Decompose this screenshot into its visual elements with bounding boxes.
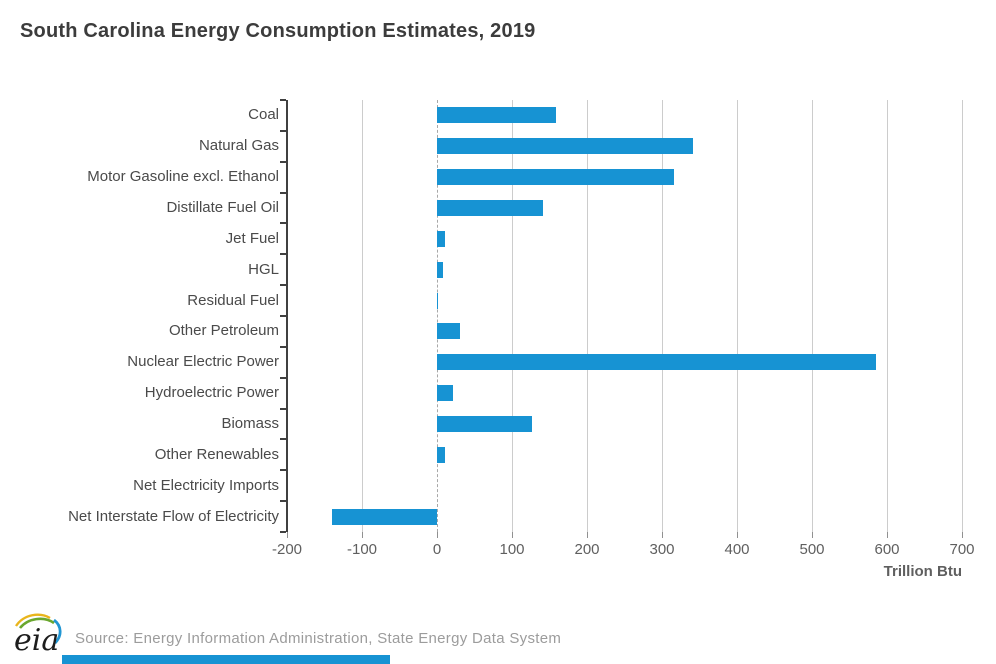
x-axis-tick-label: 200 (574, 541, 600, 558)
category-label: Distillate Fuel Oil (166, 199, 279, 216)
y-axis-tick (280, 160, 286, 163)
x-axis-tick (962, 532, 963, 538)
y-axis-tick (280, 345, 286, 348)
x-axis-tick-label: -200 (271, 541, 303, 558)
logo-swoosh-blue (53, 618, 62, 644)
gridline (737, 100, 738, 532)
category-label: Hydroelectric Power (144, 384, 279, 402)
x-axis-tick-label: 500 (799, 541, 825, 558)
y-axis-tick (280, 531, 286, 533)
logo-leaf-yellow (15, 613, 51, 627)
y-axis-tick (280, 500, 286, 503)
category-label: Motor Gasoline excl. Ethanol (87, 168, 279, 186)
y-axis-tick (280, 469, 286, 472)
y-axis-tick (280, 438, 286, 441)
x-axis-tick (437, 532, 438, 538)
x-axis-tick (587, 532, 588, 538)
gridline (512, 100, 513, 532)
category-label: Net Interstate Flow of Electricity (68, 507, 279, 525)
bar-other-petroleum (437, 323, 461, 340)
x-axis-tick-label: -100 (346, 541, 378, 558)
bar-net-interstate-flow-of-electricity (332, 508, 437, 525)
bar-hydroelectric-power (437, 385, 453, 402)
category-label: Residual Fuel (187, 291, 279, 309)
bar-biomass (437, 416, 533, 432)
y-axis-tick (280, 191, 286, 194)
category-label: Coal (248, 106, 279, 124)
bar-nuclear-electric-power (437, 354, 876, 371)
category-label: Other Renewables (154, 445, 279, 463)
category-label: Other Petroleum (168, 322, 279, 340)
x-axis-tick (662, 532, 663, 538)
gridline (962, 100, 963, 532)
category-label: Nuclear Electric Power (127, 353, 279, 371)
x-axis-tick-label: 400 (724, 541, 750, 558)
category-label: Net Electricity Imports (133, 476, 279, 494)
category-label: Biomass (221, 415, 279, 432)
eia-logo: eia (14, 613, 62, 656)
y-axis-tick (280, 253, 286, 256)
x-axis-tick (887, 532, 888, 538)
category-label: HGL (248, 260, 279, 278)
x-axis-tick-label: 700 (949, 541, 975, 558)
y-axis-line (286, 100, 288, 532)
bar-other-renewables (437, 446, 446, 463)
gridline (662, 100, 663, 532)
x-axis-tick (287, 532, 288, 538)
x-axis-tick-label: 600 (874, 541, 900, 558)
x-axis-title: Trillion Btu (883, 563, 962, 580)
zero-gridline (437, 100, 438, 532)
gridline (362, 100, 363, 532)
gridline (887, 100, 888, 532)
y-axis-tick (280, 376, 286, 379)
x-axis-tick (812, 532, 813, 538)
logo-text: eia (14, 623, 59, 656)
source-note: Source: Energy Information Administratio… (75, 630, 562, 647)
x-axis-tick (512, 532, 513, 538)
bar-hgl (437, 261, 443, 278)
category-label: Natural Gas (198, 137, 279, 155)
x-axis-tick (362, 532, 363, 538)
x-axis-tick-label: 100 (499, 541, 525, 558)
cutoff-next-chart-bar (62, 655, 390, 664)
bar-motor-gasoline-excl-ethanol (437, 169, 674, 186)
gridline (587, 100, 588, 532)
bar-natural-gas (437, 138, 693, 155)
x-axis-tick-label: 300 (649, 541, 675, 558)
y-axis-tick (280, 284, 286, 287)
footer: eia Source: Energy Information Administr… (0, 604, 996, 656)
bar-residual-fuel (437, 292, 438, 309)
category-label: Jet Fuel (225, 229, 279, 247)
y-axis-tick (280, 222, 286, 225)
bar-distillate-fuel-oil (437, 200, 543, 216)
chart-title: South Carolina Energy Consumption Estima… (20, 20, 536, 42)
gridline (812, 100, 813, 532)
y-axis-tick (280, 129, 286, 132)
x-axis-tick-label: 0 (432, 541, 442, 558)
bar-coal (437, 107, 557, 124)
y-axis-tick (280, 99, 286, 101)
logo-leaf-green (18, 617, 55, 629)
bar-jet-fuel (437, 230, 445, 247)
y-axis-tick (280, 315, 286, 317)
y-axis-tick (280, 407, 286, 410)
plot-area: -200 -100 0 100 200 300 400 500 600 700 Coal Natura… (68, 99, 975, 558)
x-axis-tick (737, 532, 738, 538)
